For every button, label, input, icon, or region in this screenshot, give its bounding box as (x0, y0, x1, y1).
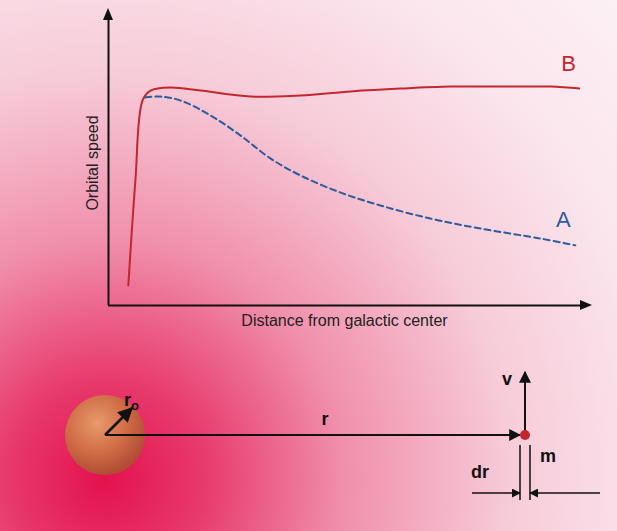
svg-text:ro: ro (124, 390, 139, 413)
svg-text:B: B (561, 51, 576, 76)
svg-text:v: v (502, 369, 512, 389)
svg-text:m: m (540, 446, 556, 466)
svg-text:Orbital speed: Orbital speed (84, 115, 101, 210)
svg-text:dr: dr (471, 462, 489, 482)
svg-text:r: r (321, 409, 328, 429)
svg-text:Distance from galactic center: Distance from galactic center (241, 312, 448, 329)
svg-text:A: A (556, 207, 571, 232)
